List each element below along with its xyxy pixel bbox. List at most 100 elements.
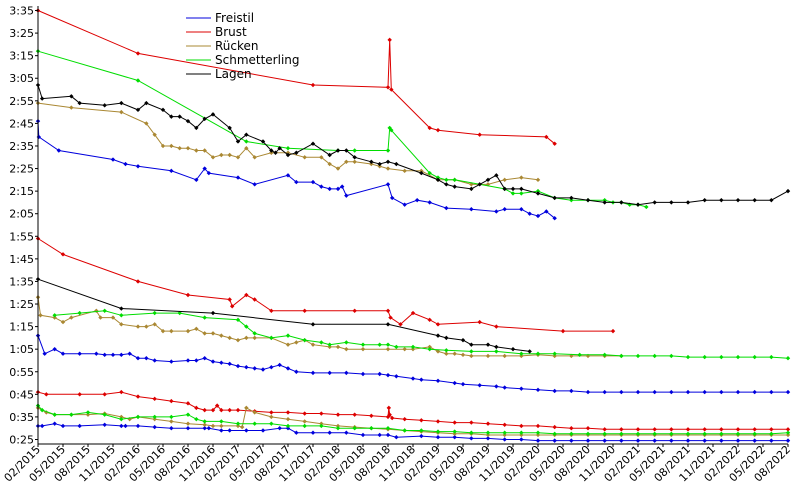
data-point: [519, 175, 524, 180]
data-point: [39, 96, 45, 101]
data-point: [444, 335, 449, 341]
data-point: [569, 425, 574, 431]
data-point: [277, 146, 282, 151]
data-point: [402, 168, 407, 174]
data-point: [569, 197, 574, 203]
data-point: [135, 414, 141, 420]
data-point: [719, 197, 724, 203]
data-point: [202, 425, 207, 431]
data-point: [485, 177, 491, 183]
data-point: [427, 125, 432, 131]
data-point: [519, 423, 524, 429]
y-tick-label: 1:25: [9, 298, 34, 311]
data-point: [519, 351, 524, 356]
data-point: [460, 352, 466, 358]
data-point: [60, 351, 66, 356]
data-point: [435, 435, 441, 440]
y-tick-label: 3:35: [9, 5, 34, 18]
data-point: [477, 132, 482, 137]
data-point: [769, 389, 774, 395]
y-tick-label: 2:05: [9, 208, 34, 221]
data-point: [302, 308, 307, 313]
data-point: [427, 344, 432, 350]
data-point: [152, 414, 157, 420]
legend-label: Freistil: [215, 11, 254, 25]
data-point: [752, 438, 757, 443]
data-point: [277, 425, 282, 431]
data-point: [177, 114, 182, 119]
data-point: [619, 389, 624, 395]
data-point: [339, 184, 345, 189]
data-point: [123, 161, 128, 167]
data-point: [210, 407, 216, 413]
data-point: [494, 384, 499, 389]
data-point: [386, 405, 392, 411]
data-point: [519, 186, 524, 192]
data-point: [502, 186, 507, 192]
data-point: [152, 358, 157, 363]
data-point: [119, 109, 124, 115]
data-point: [239, 424, 245, 430]
data-point: [60, 423, 66, 429]
data-point: [387, 37, 392, 43]
data-point: [485, 436, 491, 441]
data-point: [352, 159, 357, 164]
data-point: [388, 315, 393, 320]
data-point: [85, 412, 91, 417]
data-point: [269, 410, 274, 415]
y-tick-label: 2:55: [9, 95, 34, 108]
data-point: [502, 432, 507, 438]
data-point: [202, 331, 207, 336]
data-point: [377, 371, 382, 377]
data-point: [569, 195, 574, 201]
series-rcken: [35, 100, 791, 438]
data-point: [285, 425, 291, 431]
data-point: [327, 370, 332, 376]
data-point: [435, 333, 441, 338]
data-point: [652, 431, 657, 437]
y-tick-label: 1:05: [9, 343, 34, 356]
data-point: [102, 308, 107, 313]
data-point: [144, 121, 149, 126]
data-point: [435, 378, 441, 383]
data-point: [110, 315, 116, 320]
data-point: [319, 184, 324, 189]
data-point: [39, 423, 45, 429]
data-point: [602, 352, 607, 358]
legend-label: Brust: [215, 25, 247, 39]
data-point: [414, 197, 420, 203]
series-schmetterling: [35, 48, 791, 437]
data-point: [369, 159, 374, 164]
data-point: [135, 164, 141, 169]
data-point: [202, 419, 207, 424]
data-point: [552, 351, 557, 356]
data-point: [327, 342, 332, 347]
data-point: [735, 197, 741, 203]
data-point: [685, 431, 691, 437]
data-point: [185, 146, 191, 151]
data-point: [344, 148, 349, 153]
data-point: [135, 78, 141, 83]
data-point: [502, 177, 507, 183]
data-point: [752, 427, 757, 432]
data-point: [227, 152, 232, 158]
legend-item-rcken: Rücken: [186, 39, 259, 53]
data-point: [398, 322, 403, 327]
data-point: [602, 389, 607, 395]
data-point: [669, 200, 674, 205]
data-point: [389, 195, 395, 201]
data-point: [410, 344, 416, 350]
data-point: [285, 342, 291, 347]
data-point: [52, 346, 57, 352]
data-point: [210, 423, 216, 429]
data-point: [244, 428, 249, 433]
data-point: [602, 200, 607, 205]
data-point: [602, 431, 607, 437]
data-point: [252, 410, 257, 415]
data-point: [644, 204, 649, 210]
data-point: [219, 407, 224, 413]
data-point: [552, 353, 557, 359]
y-tick-label: 0:45: [9, 388, 34, 401]
data-point: [219, 152, 224, 158]
